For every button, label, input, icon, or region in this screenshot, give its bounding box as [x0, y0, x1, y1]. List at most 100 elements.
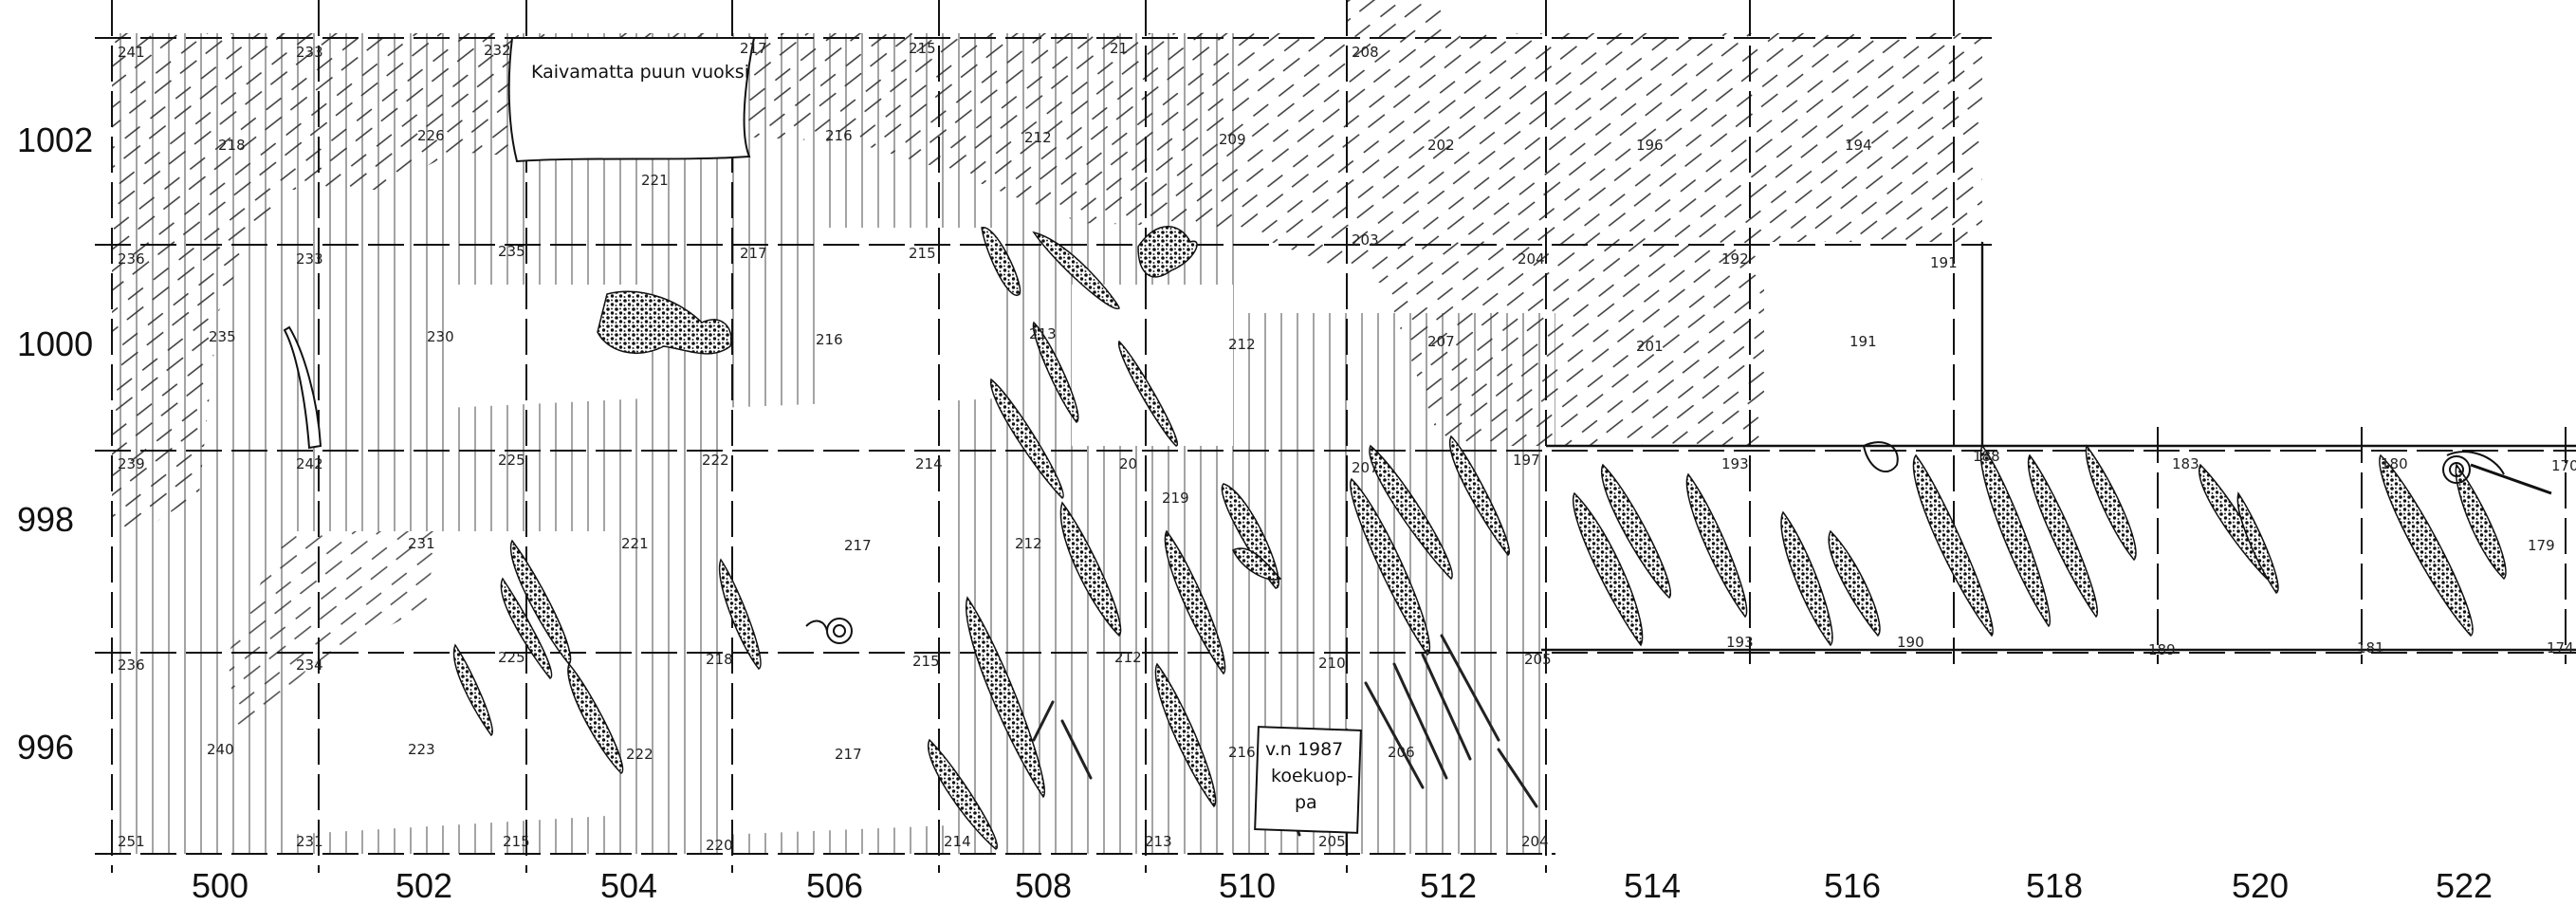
cell-number: 193: [1726, 634, 1754, 651]
cell-number: 204: [1521, 833, 1549, 850]
cell-number: 189: [2148, 641, 2176, 658]
cell-number: 251: [118, 833, 145, 850]
cell-number: 212: [1114, 649, 1142, 666]
cell-number: 179: [2528, 537, 2555, 554]
cell-number: 218: [218, 137, 246, 154]
tree-note: Kaivamatta puun vuoksi: [507, 37, 756, 163]
cell-number: 215: [503, 833, 530, 850]
cell-number: 230: [427, 328, 454, 345]
cell-number: 201: [1636, 338, 1664, 355]
cell-number: 203: [1352, 231, 1379, 249]
cell-number: 231: [296, 833, 323, 850]
cell-number: 213: [1145, 833, 1172, 850]
y-axis-label: 1000: [17, 324, 93, 363]
cell-number: 221: [641, 172, 669, 189]
x-axis: 500 502 504 506 508 510 512 514 516 518 520 522: [192, 866, 2493, 905]
x-axis-label: 508: [1015, 866, 1072, 905]
cell-number: 202: [1427, 137, 1455, 154]
x-axis-label: 510: [1219, 866, 1276, 905]
cell-number: 205: [1524, 651, 1552, 668]
cell-number: 218: [706, 651, 733, 668]
cell-number: 207: [1352, 459, 1379, 476]
cell-number: 213: [1029, 325, 1057, 342]
grid: [95, 0, 2576, 873]
strip-outline: [1541, 242, 2576, 652]
cell-number: 233: [296, 44, 323, 61]
x-axis-label: 500: [192, 866, 248, 905]
cell-number: 236: [118, 656, 145, 674]
cell-number: 222: [626, 746, 653, 763]
cell-number: 181: [2357, 639, 2384, 656]
cell-number: 219: [1162, 490, 1189, 507]
x-axis-label: 514: [1624, 866, 1681, 905]
cell-number: 174: [2547, 639, 2574, 656]
cell-number: 242: [296, 455, 323, 472]
cell-number: 204: [1518, 250, 1545, 268]
cell-number: 235: [209, 328, 236, 345]
cell-number: 226: [417, 127, 445, 144]
cell-number: 221: [621, 535, 649, 552]
cell-number: 236: [118, 250, 145, 268]
x-axis-label: 504: [600, 866, 657, 905]
cell-number: 233: [296, 250, 323, 268]
cell-number: 208: [1352, 44, 1379, 61]
cell-number: 217: [740, 40, 767, 57]
cell-number: 217: [835, 746, 862, 763]
test-pit-line-1: v.n 1987: [1265, 739, 1343, 760]
cell-number: 212: [1228, 336, 1256, 353]
y-axis: 1002 1000 998 996: [17, 120, 93, 767]
cell-number: 222: [702, 452, 729, 469]
cell-numbers: 241 233 232 217 215 21 208 218 226 221 216 212 209 20…: [118, 40, 2576, 854]
cell-number: 191: [1930, 254, 1958, 271]
cell-number: 205: [1318, 833, 1346, 850]
cell-number: 225: [498, 452, 525, 469]
x-axis-label: 502: [396, 866, 452, 905]
cell-number: 239: [118, 455, 145, 472]
cell-number: 207: [1427, 333, 1455, 350]
y-axis-label: 998: [17, 500, 74, 539]
cell-number: 20: [1119, 455, 1137, 472]
cell-number: 209: [1219, 131, 1246, 148]
cell-number: 215: [909, 40, 936, 57]
cell-number: 217: [844, 537, 872, 554]
x-axis-label: 522: [2436, 866, 2493, 905]
test-pit-line-3: pa: [1295, 792, 1317, 813]
cell-number: 193: [1721, 455, 1749, 472]
cell-number: 192: [1721, 250, 1749, 268]
cell-number: 215: [912, 653, 940, 670]
y-axis-label: 996: [17, 728, 74, 767]
cell-number: 220: [706, 837, 733, 854]
cell-number: 183: [2172, 455, 2199, 472]
x-axis-label: 512: [1420, 866, 1477, 905]
cell-number: 170: [2551, 457, 2576, 474]
cell-number: 217: [740, 245, 767, 262]
cell-number: 240: [207, 741, 234, 758]
cell-number: 197: [1513, 452, 1540, 469]
x-axis-label: 518: [2026, 866, 2083, 905]
x-axis-label: 520: [2232, 866, 2289, 905]
cell-number: 232: [484, 42, 511, 59]
cell-number: 241: [118, 44, 145, 61]
test-pit-note: v.n 1987 koekuop- pa: [1254, 726, 1362, 834]
y-axis-label: 1002: [17, 120, 93, 159]
x-axis-label: 506: [806, 866, 863, 905]
cell-number: 216: [1228, 744, 1256, 761]
cell-number: 21: [1110, 40, 1128, 57]
drawn-objects: [283, 325, 2552, 644]
cell-number: 223: [408, 741, 435, 758]
cell-number: 231: [408, 535, 435, 552]
cell-number: 210: [1318, 655, 1346, 672]
cell-number: 225: [498, 649, 525, 666]
cell-number: 235: [498, 243, 525, 260]
cell-number: 216: [816, 331, 843, 348]
cell-number: 212: [1024, 129, 1052, 146]
cell-number: 196: [1636, 137, 1664, 154]
cell-number: 190: [1897, 634, 1924, 651]
x-axis-label: 516: [1824, 866, 1881, 905]
cell-number: 234: [296, 656, 323, 674]
cell-number: 191: [1849, 333, 1877, 350]
cell-number: 188: [1973, 448, 2000, 465]
test-pit-line-2: koekuop-: [1271, 766, 1353, 786]
cell-number: 215: [909, 245, 936, 262]
